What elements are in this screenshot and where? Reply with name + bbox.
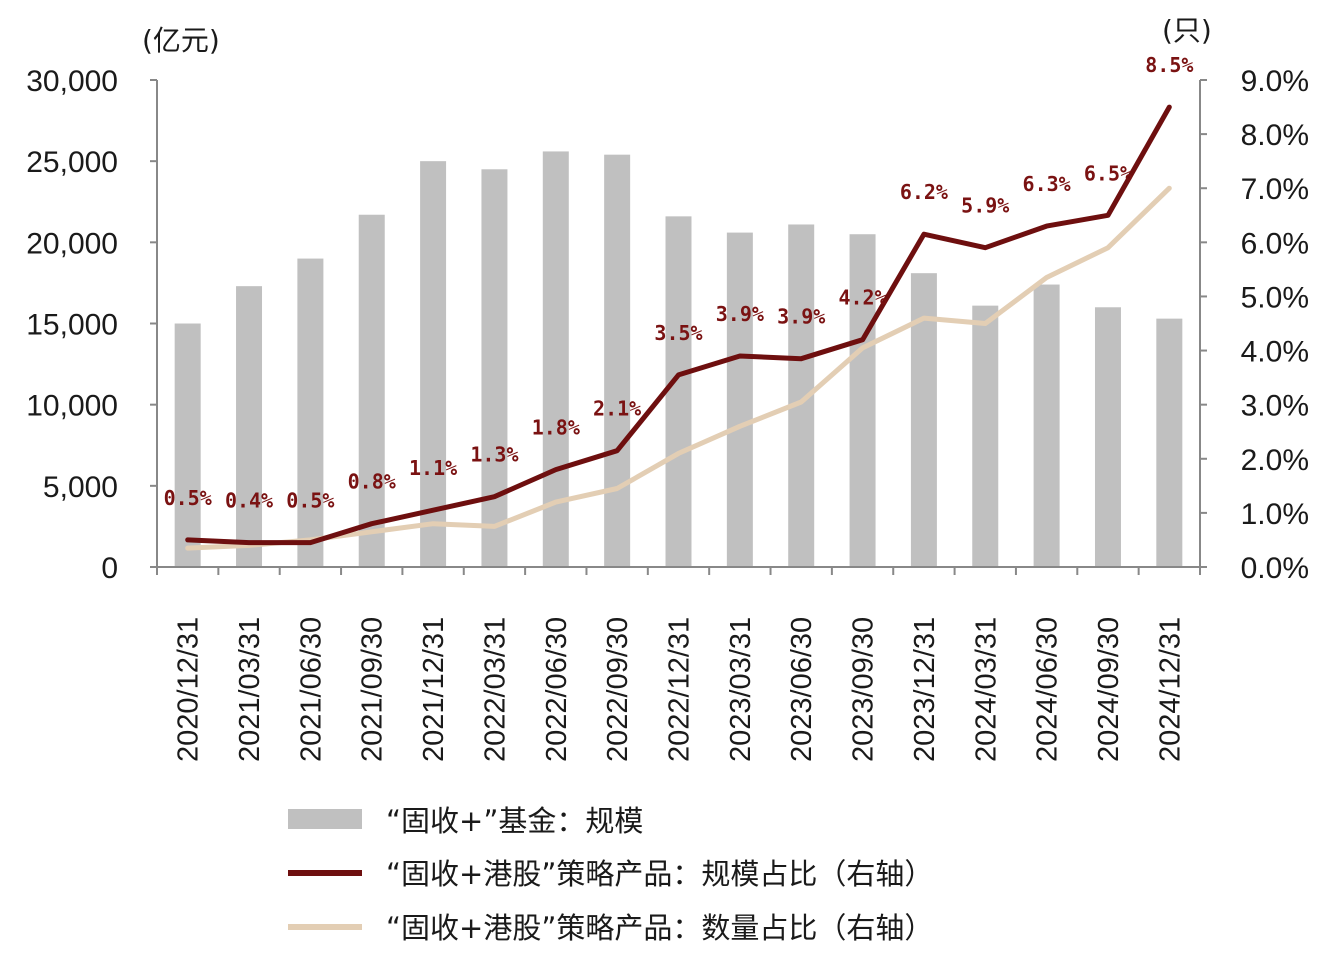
- data-label: 2.1%: [593, 397, 641, 421]
- left-tick-label: 20,000: [26, 227, 118, 260]
- data-label: 0.5%: [286, 489, 334, 513]
- right-tick-label: 3.0%: [1241, 390, 1309, 423]
- left-tick-label: 25,000: [26, 146, 118, 179]
- x-tick-label: 2023/09/30: [848, 617, 880, 762]
- scale-share-line: [185, 104, 1172, 546]
- x-tick-label: 2020/12/31: [173, 617, 205, 762]
- right-tick-label: 5.0%: [1241, 281, 1309, 314]
- data-label: 6.2%: [900, 180, 948, 204]
- bar: [972, 305, 999, 567]
- x-tick-label: 2023/03/31: [725, 617, 757, 762]
- legend-label: “固收+”基金：规模: [386, 804, 643, 838]
- data-label: 6.5%: [1084, 161, 1132, 185]
- data-label: 4.2%: [838, 286, 886, 310]
- right-tick-label: 9.0%: [1241, 65, 1309, 98]
- bar: [236, 286, 263, 567]
- x-tick-label: 2024/06/30: [1032, 617, 1064, 762]
- bar: [665, 216, 692, 568]
- left-tick-label: 15,000: [26, 309, 118, 342]
- bar: [297, 258, 324, 567]
- bar: [1033, 284, 1060, 567]
- left-tick-label: 0: [101, 552, 118, 585]
- bar-series: [174, 151, 1183, 568]
- x-tick-label: 2023/12/31: [909, 617, 941, 762]
- bar: [420, 161, 447, 567]
- bar: [726, 232, 753, 568]
- x-tick-label: 2021/12/31: [418, 617, 450, 762]
- x-tick-label: 2021/06/30: [295, 617, 327, 762]
- right-tick-label: 8.0%: [1241, 119, 1309, 152]
- left-tick-label: 10,000: [26, 390, 118, 423]
- data-label: 1.8%: [532, 416, 580, 440]
- line-series: [185, 104, 1172, 551]
- x-tick-label: 2021/03/31: [234, 617, 266, 762]
- right-tick-label: 4.0%: [1241, 336, 1309, 369]
- right-tick-label: 6.0%: [1241, 227, 1309, 260]
- legend-label: “固收+港股”策略产品：数量占比（右轴）: [386, 911, 933, 945]
- right-tick-label: 0.0%: [1241, 552, 1309, 585]
- x-tick-label: 2024/09/30: [1093, 617, 1125, 762]
- data-label: 3.9%: [716, 302, 764, 326]
- x-tick-label: 2024/12/31: [1154, 617, 1186, 762]
- count-share-line: [185, 185, 1172, 551]
- data-label: 0.4%: [225, 489, 273, 513]
- data-label: 5.9%: [961, 194, 1009, 218]
- left-tick-label: 5,000: [43, 471, 118, 504]
- x-tick-label: 2022/03/31: [479, 617, 511, 762]
- right-axis-unit: (只): [1162, 14, 1212, 47]
- data-label: 6.3%: [1023, 172, 1071, 196]
- left-tick-label: 30,000: [26, 65, 118, 98]
- x-tick-label: 2024/03/31: [970, 617, 1002, 762]
- bar: [174, 323, 201, 567]
- data-label: 0.5%: [164, 486, 212, 510]
- x-tick-label: 2021/09/30: [357, 617, 389, 762]
- bar: [1094, 307, 1121, 567]
- bar: [481, 169, 508, 568]
- bar: [849, 234, 876, 567]
- legend: “固收+”基金：规模 “固收+港股”策略产品：规模占比（右轴） “固收+港股”策略产…: [288, 804, 933, 945]
- bar: [604, 154, 631, 567]
- data-label: 1.3%: [470, 443, 518, 467]
- data-labels: 0.5% 0.4% 0.5% 0.8% 1.1% 1.3% 1.8% 2.1% 3.5% 3.9%…: [164, 53, 1194, 513]
- x-tick-label: 2023/06/30: [786, 617, 818, 762]
- right-tick-label: 7.0%: [1241, 173, 1309, 206]
- legend-label: “固收+港股”策略产品：规模占比（右轴）: [386, 857, 933, 891]
- bar: [1156, 318, 1183, 567]
- bar: [358, 214, 385, 567]
- right-tick-label: 2.0%: [1241, 444, 1309, 477]
- x-tick-label: 2022/12/31: [664, 617, 696, 762]
- data-label: 0.8%: [348, 470, 396, 494]
- left-axis-unit: (亿元): [142, 24, 220, 57]
- right-tick-label: 1.0%: [1241, 498, 1309, 531]
- axes: 0 5,000 10,000 15,000 20,000 25,000 30,000 0.0%…: [26, 14, 1309, 762]
- legend-swatch-bar: [288, 809, 362, 829]
- data-label: 3.9%: [777, 305, 825, 329]
- data-label: 8.5%: [1145, 53, 1193, 77]
- x-tick-label: 2022/09/30: [602, 617, 634, 762]
- x-tick-label: 2022/06/30: [541, 617, 573, 762]
- data-label: 3.5%: [654, 321, 702, 345]
- data-label: 1.1%: [409, 456, 457, 480]
